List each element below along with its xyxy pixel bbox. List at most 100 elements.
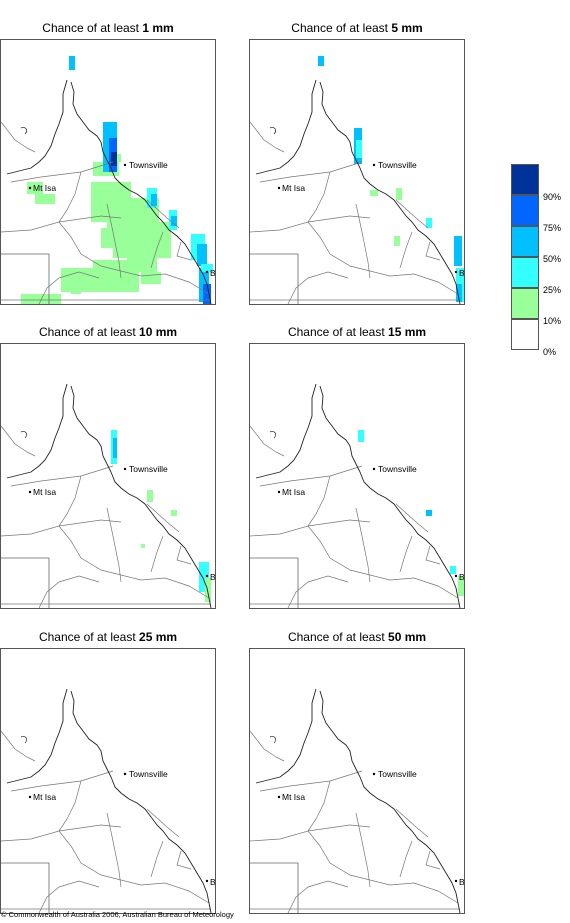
- state-boundaries: [1, 730, 211, 913]
- island: [20, 127, 27, 135]
- panel-title-amount: 25 mm: [139, 630, 178, 644]
- town-label-bris: BRIS: [210, 572, 215, 582]
- town-marker-townsville: [123, 467, 127, 471]
- town-label-mt_isa: Mt Isa: [33, 487, 56, 497]
- queensland-map: Townsville Mt Isa BRIS: [249, 343, 465, 609]
- legend-label-25: 25%: [543, 285, 562, 295]
- panel-title-prefix: Chance of at least: [42, 21, 140, 35]
- town-label-mt_isa: Mt Isa: [282, 487, 305, 497]
- town-marker-mt_isa: [28, 186, 32, 190]
- panel-title-amount: 1 mm: [142, 21, 174, 35]
- town-label-townsville: Townsville: [129, 464, 168, 474]
- town-label-bris: BRIS: [459, 877, 464, 887]
- map-inset-border: [250, 862, 299, 913]
- island: [269, 736, 276, 744]
- town-label-mt_isa: Mt Isa: [282, 183, 305, 193]
- panel-title: Chance of at least 10 mm: [0, 325, 216, 339]
- panel-title-prefix: Chance of at least: [38, 630, 136, 644]
- legend-label-0: 0%: [543, 347, 557, 357]
- panel-title-prefix: Chance of at least: [287, 630, 385, 644]
- queensland-map: Townsville Mt Isa BRIS: [0, 343, 216, 609]
- gulf-coastline: [6, 79, 68, 175]
- town-marker-bris: [205, 270, 209, 274]
- gulf-coastline: [255, 688, 317, 784]
- town-marker-townsville: [372, 467, 376, 471]
- state-boundaries: [250, 425, 460, 608]
- island: [20, 431, 27, 439]
- town-label-townsville: Townsville: [378, 160, 417, 170]
- state-boundaries: [1, 121, 211, 304]
- town-label-mt_isa: Mt Isa: [33, 183, 56, 193]
- town-label-bris: BRIS: [210, 268, 215, 278]
- coastline: [70, 385, 212, 608]
- town-label-bris: BRIS: [210, 877, 215, 887]
- town-marker-townsville: [372, 772, 376, 776]
- coastline: [319, 81, 461, 304]
- legend-label-75: 75%: [543, 223, 562, 233]
- panel-title: Chance of at least 50 mm: [249, 630, 465, 644]
- panel-title: Chance of at least 1 mm: [0, 21, 216, 35]
- panel-title: Chance of at least 25 mm: [0, 630, 216, 644]
- island: [20, 736, 27, 744]
- town-marker-mt_isa: [277, 795, 281, 799]
- town-marker-townsville: [372, 163, 376, 167]
- legend-swatch-25-50: [511, 257, 539, 288]
- state-boundaries: [250, 121, 460, 304]
- map-inset-border: [250, 253, 299, 304]
- panel-title: Chance of at least 5 mm: [249, 21, 465, 35]
- town-label-mt_isa: Mt Isa: [33, 792, 56, 802]
- town-marker-mt_isa: [28, 795, 32, 799]
- town-marker-bris: [205, 879, 209, 883]
- queensland-map: Townsville Mt Isa BRIS: [249, 648, 465, 914]
- town-marker-bris: [454, 879, 458, 883]
- rainfall-probability-overlay: [21, 56, 213, 304]
- legend-swatch-75-90: [511, 195, 539, 226]
- map-inset-border: [1, 557, 50, 608]
- town-marker-townsville: [123, 772, 127, 776]
- legend-label-50: 50%: [543, 254, 562, 264]
- town-marker-bris: [454, 270, 458, 274]
- rainfall-probability-overlay: [318, 56, 464, 302]
- town-marker-mt_isa: [28, 490, 32, 494]
- copyright-notice: © Commonwealth of Australia 2006, Austra…: [1, 910, 234, 919]
- town-marker-bris: [454, 574, 458, 578]
- rainfall-probability-overlay: [111, 430, 211, 602]
- queensland-map: Townsville Mt Isa BRIS: [0, 648, 216, 914]
- legend-swatch-50-75: [511, 226, 539, 257]
- legend-label-10: 10%: [543, 316, 562, 326]
- legend-swatch-10-25: [511, 288, 539, 319]
- map-inset-border: [1, 862, 50, 913]
- panel-title-amount: 15 mm: [388, 325, 427, 339]
- island: [269, 127, 276, 135]
- gulf-coastline: [255, 79, 317, 175]
- town-marker-townsville: [123, 163, 127, 167]
- island: [269, 431, 276, 439]
- state-boundaries: [250, 730, 460, 913]
- gulf-coastline: [255, 383, 317, 479]
- legend-label-90: 90%: [543, 192, 562, 202]
- town-label-townsville: Townsville: [129, 160, 168, 170]
- town-label-townsville: Townsville: [378, 464, 417, 474]
- map-inset-border: [1, 253, 50, 304]
- legend-swatch-90-100: [511, 164, 539, 195]
- panel-title-amount: 50 mm: [388, 630, 427, 644]
- panel-title-amount: 10 mm: [139, 325, 178, 339]
- panel-title-prefix: Chance of at least: [38, 325, 136, 339]
- coastline: [70, 690, 212, 913]
- town-label-bris: BRIS: [459, 268, 464, 278]
- panel-title-prefix: Chance of at least: [287, 325, 385, 339]
- panel-title: Chance of at least 15 mm: [249, 325, 465, 339]
- map-inset-border: [250, 557, 299, 608]
- town-marker-mt_isa: [277, 490, 281, 494]
- town-label-townsville: Townsville: [129, 769, 168, 779]
- rainfall-probability-overlay: [358, 430, 464, 596]
- coastline: [70, 81, 212, 304]
- queensland-map: Townsville Mt Isa BRIS: [0, 39, 216, 305]
- state-boundaries: [1, 425, 211, 608]
- gulf-coastline: [6, 383, 68, 479]
- town-marker-mt_isa: [277, 186, 281, 190]
- coastline: [319, 690, 461, 913]
- town-marker-bris: [205, 574, 209, 578]
- town-label-bris: BRIS: [459, 572, 464, 582]
- gulf-coastline: [6, 688, 68, 784]
